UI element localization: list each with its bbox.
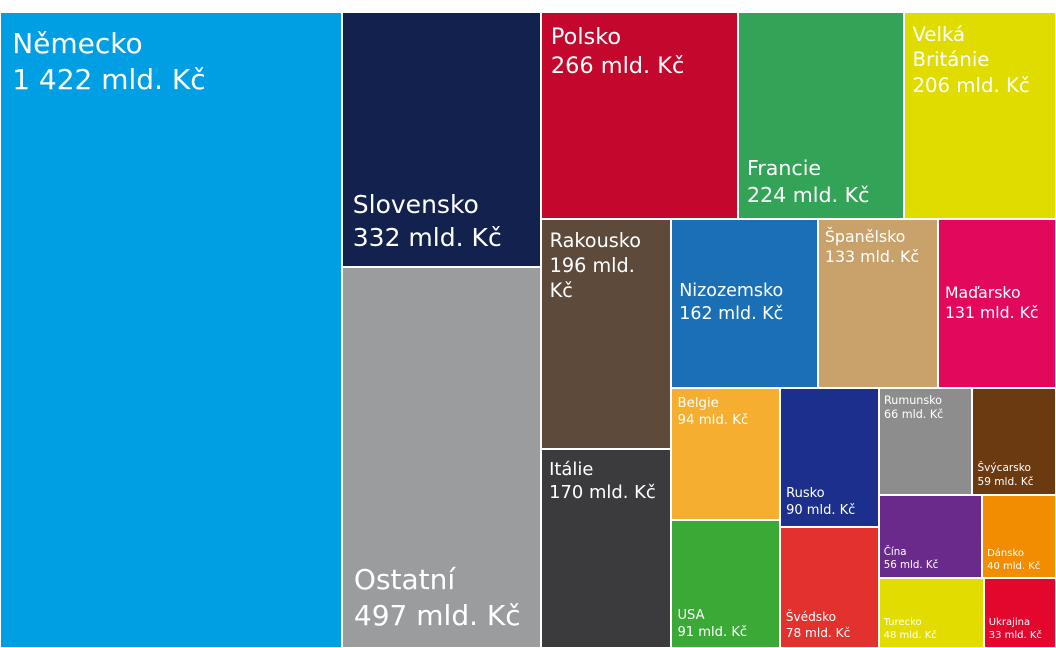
treemap-cell: Francie 224 mld. Kč: [737, 12, 904, 219]
treemap-cell: Maďarsko 131 mld. Kč: [937, 218, 1056, 388]
cell-value-label: 332 mld. Kč: [352, 222, 502, 252]
treemap-cell: Německo 1 422 mld. Kč: [0, 12, 342, 648]
cell-value-label: 66 mld. Kč: [884, 408, 944, 422]
cell-label: Čína: [883, 545, 907, 558]
treemap-cell: Rusko 90 mld. Kč: [779, 387, 879, 528]
treemap-cell: Slovensko 332 mld. Kč: [341, 12, 541, 267]
cell-value-label: 48 mld. Kč: [883, 630, 937, 642]
cell-value-label: 94 mld. Kč: [677, 413, 749, 429]
cell-value-label: 162 mld. Kč: [679, 304, 784, 325]
cell-value-label: 497 mld. Kč: [353, 599, 521, 632]
treemap-cell: Čína 56 mld. Kč: [878, 495, 983, 579]
cell-value-label: 266 mld. Kč: [550, 53, 685, 80]
cell-label: Dánsko: [987, 547, 1025, 559]
treemap-cell: Španělsko 133 mld. Kč: [817, 218, 938, 388]
cell-label: Velká Británie: [912, 22, 990, 72]
cell-value-label: 78 mld. Kč: [785, 625, 851, 640]
cell-value-label: 90 mld. Kč: [786, 503, 856, 519]
treemap-cell: Ostatní 497 mld. Kč: [341, 266, 541, 648]
cell-label: Švýcarsko: [977, 462, 1031, 475]
cell-label: Belgie: [677, 395, 719, 411]
cell-label: Rumunsko: [884, 393, 942, 407]
cell-label: Francie: [747, 155, 822, 180]
cell-label: Maďarsko: [944, 282, 1021, 302]
cell-label: USA: [677, 608, 705, 624]
cell-label: Polsko: [550, 24, 622, 51]
treemap-cell: USA 91 mld. Kč: [671, 520, 780, 648]
cell-label: Rusko: [786, 486, 825, 502]
treemap-cell: Velká Británie 206 mld. Kč: [903, 12, 1056, 219]
cell-value-label: 40 mld. Kč: [987, 560, 1041, 572]
treemap-cell: Švýcarsko 59 mld. Kč: [972, 387, 1056, 496]
treemap-cell: Itálie 170 mld. Kč: [540, 448, 672, 648]
treemap-cell: Nizozemsko 162 mld. Kč: [671, 218, 818, 388]
cell-value-label: 56 mld. Kč: [883, 559, 939, 572]
cell-value-label: 91 mld. Kč: [677, 625, 748, 641]
cell-label: Turecko: [883, 617, 922, 629]
treemap-cell: Ukrajina 33 mld. Kč: [983, 578, 1056, 648]
cell-value-label: 133 mld. Kč: [824, 247, 920, 267]
cell-value-label: 1 422 mld. Kč: [12, 62, 206, 96]
cell-value-label: 206 mld. Kč: [912, 74, 1030, 98]
cell-label: Slovensko: [352, 190, 479, 220]
cell-label: Německo: [12, 26, 143, 60]
cell-value-label: 170 mld. Kč: [549, 481, 656, 503]
treemap-cell: Švédsko 78 mld. Kč: [779, 527, 879, 648]
cell-value-label: 131 mld. Kč: [944, 303, 1039, 323]
cell-value-label: 224 mld. Kč: [747, 182, 870, 207]
cell-value-label: 33 mld. Kč: [988, 630, 1042, 642]
cell-label: Španělsko: [824, 226, 906, 246]
cell-label: Ostatní: [353, 562, 456, 596]
treemap-cell: Polsko 266 mld. Kč: [540, 12, 738, 219]
treemap-cell: Rumunsko 66 mld. Kč: [878, 387, 973, 496]
cell-label: Ukrajina: [988, 617, 1031, 629]
treemap-cell: Turecko 48 mld. Kč: [878, 578, 984, 648]
cell-value-label: 196 mld. Kč: [549, 254, 635, 303]
cell-value-label: 59 mld. Kč: [977, 476, 1034, 489]
cell-label: Rakousko: [549, 229, 641, 253]
cell-label: Itálie: [549, 458, 594, 480]
treemap-cell: Dánsko 40 mld. Kč: [982, 495, 1056, 579]
treemap-cell: Rakousko 196 mld. Kč: [540, 218, 672, 449]
cell-label: Nizozemsko: [679, 281, 784, 302]
cell-label: Švédsko: [785, 610, 837, 625]
treemap-cell: Belgie 94 mld. Kč: [671, 387, 780, 520]
